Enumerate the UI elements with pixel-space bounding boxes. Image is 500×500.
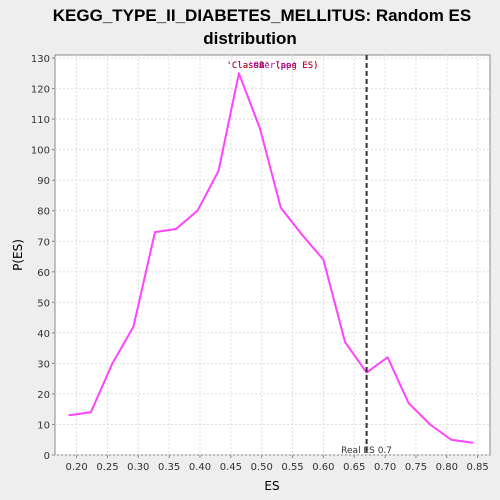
y-tick-label: 120 (31, 85, 50, 96)
x-tick-label: 0.40 (189, 462, 211, 473)
data-point (154, 231, 156, 233)
y-tick-label: 70 (37, 237, 50, 248)
x-tick-label: 0.20 (65, 462, 87, 473)
y-tick-label: 20 (37, 390, 50, 401)
y-tick-label: 30 (37, 359, 50, 370)
data-point (408, 402, 410, 404)
x-tick-label: 0.45 (220, 462, 242, 473)
x-tick-label: 0.65 (343, 462, 365, 473)
data-point (68, 415, 70, 417)
y-tick-label: 130 (31, 54, 50, 65)
data-point (90, 411, 92, 413)
legend-entry: 'Overlap' (248, 61, 297, 71)
real-es-label: Real ES 0.7 (341, 446, 392, 456)
y-tick-label: 0 (44, 451, 50, 462)
x-tick-label: 0.50 (251, 462, 273, 473)
y-axis-label: P(ES) (11, 239, 25, 271)
data-point (323, 259, 325, 261)
data-point (344, 341, 346, 343)
x-tick-label: 0.55 (281, 462, 303, 473)
data-point (175, 228, 177, 230)
y-tick-label: 50 (37, 298, 50, 309)
y-tick-label: 40 (37, 329, 50, 340)
plot-area (55, 55, 490, 455)
x-tick-label: 0.75 (405, 462, 427, 473)
data-point (259, 127, 261, 129)
data-point (197, 210, 199, 212)
legend-layer: 'ClassA' (pos ES)'ClassB' (neg ES)'Overl… (226, 61, 318, 71)
data-point (450, 439, 452, 441)
x-axis-label: ES (264, 479, 279, 493)
chart-title-line-2: distribution (203, 29, 296, 48)
x-tick-label: 0.60 (312, 462, 334, 473)
x-tick-label: 0.35 (158, 462, 180, 473)
y-tick-label: 100 (31, 146, 50, 157)
data-point (387, 356, 389, 358)
y-tick-label: 60 (37, 268, 50, 279)
x-tick-label: 0.80 (436, 462, 458, 473)
data-point (218, 170, 220, 172)
x-tick-label: 0.25 (96, 462, 118, 473)
data-point (280, 207, 282, 209)
y-tick-label: 10 (37, 420, 50, 431)
y-tick-label: 110 (31, 115, 50, 126)
data-point (472, 442, 474, 444)
y-tick-label: 90 (37, 176, 50, 187)
x-tick-label: 0.30 (127, 462, 149, 473)
data-point (429, 424, 431, 426)
data-point (133, 326, 135, 328)
x-tick-label: 0.85 (467, 462, 489, 473)
data-point (302, 234, 304, 236)
y-tick-label: 80 (37, 207, 50, 218)
x-tick-label: 0.70 (374, 462, 396, 473)
data-point (112, 363, 114, 365)
chart-title-line-1: KEGG_TYPE_II_DIABETES_MELLITUS: Random E… (53, 6, 471, 25)
data-point (238, 73, 240, 75)
